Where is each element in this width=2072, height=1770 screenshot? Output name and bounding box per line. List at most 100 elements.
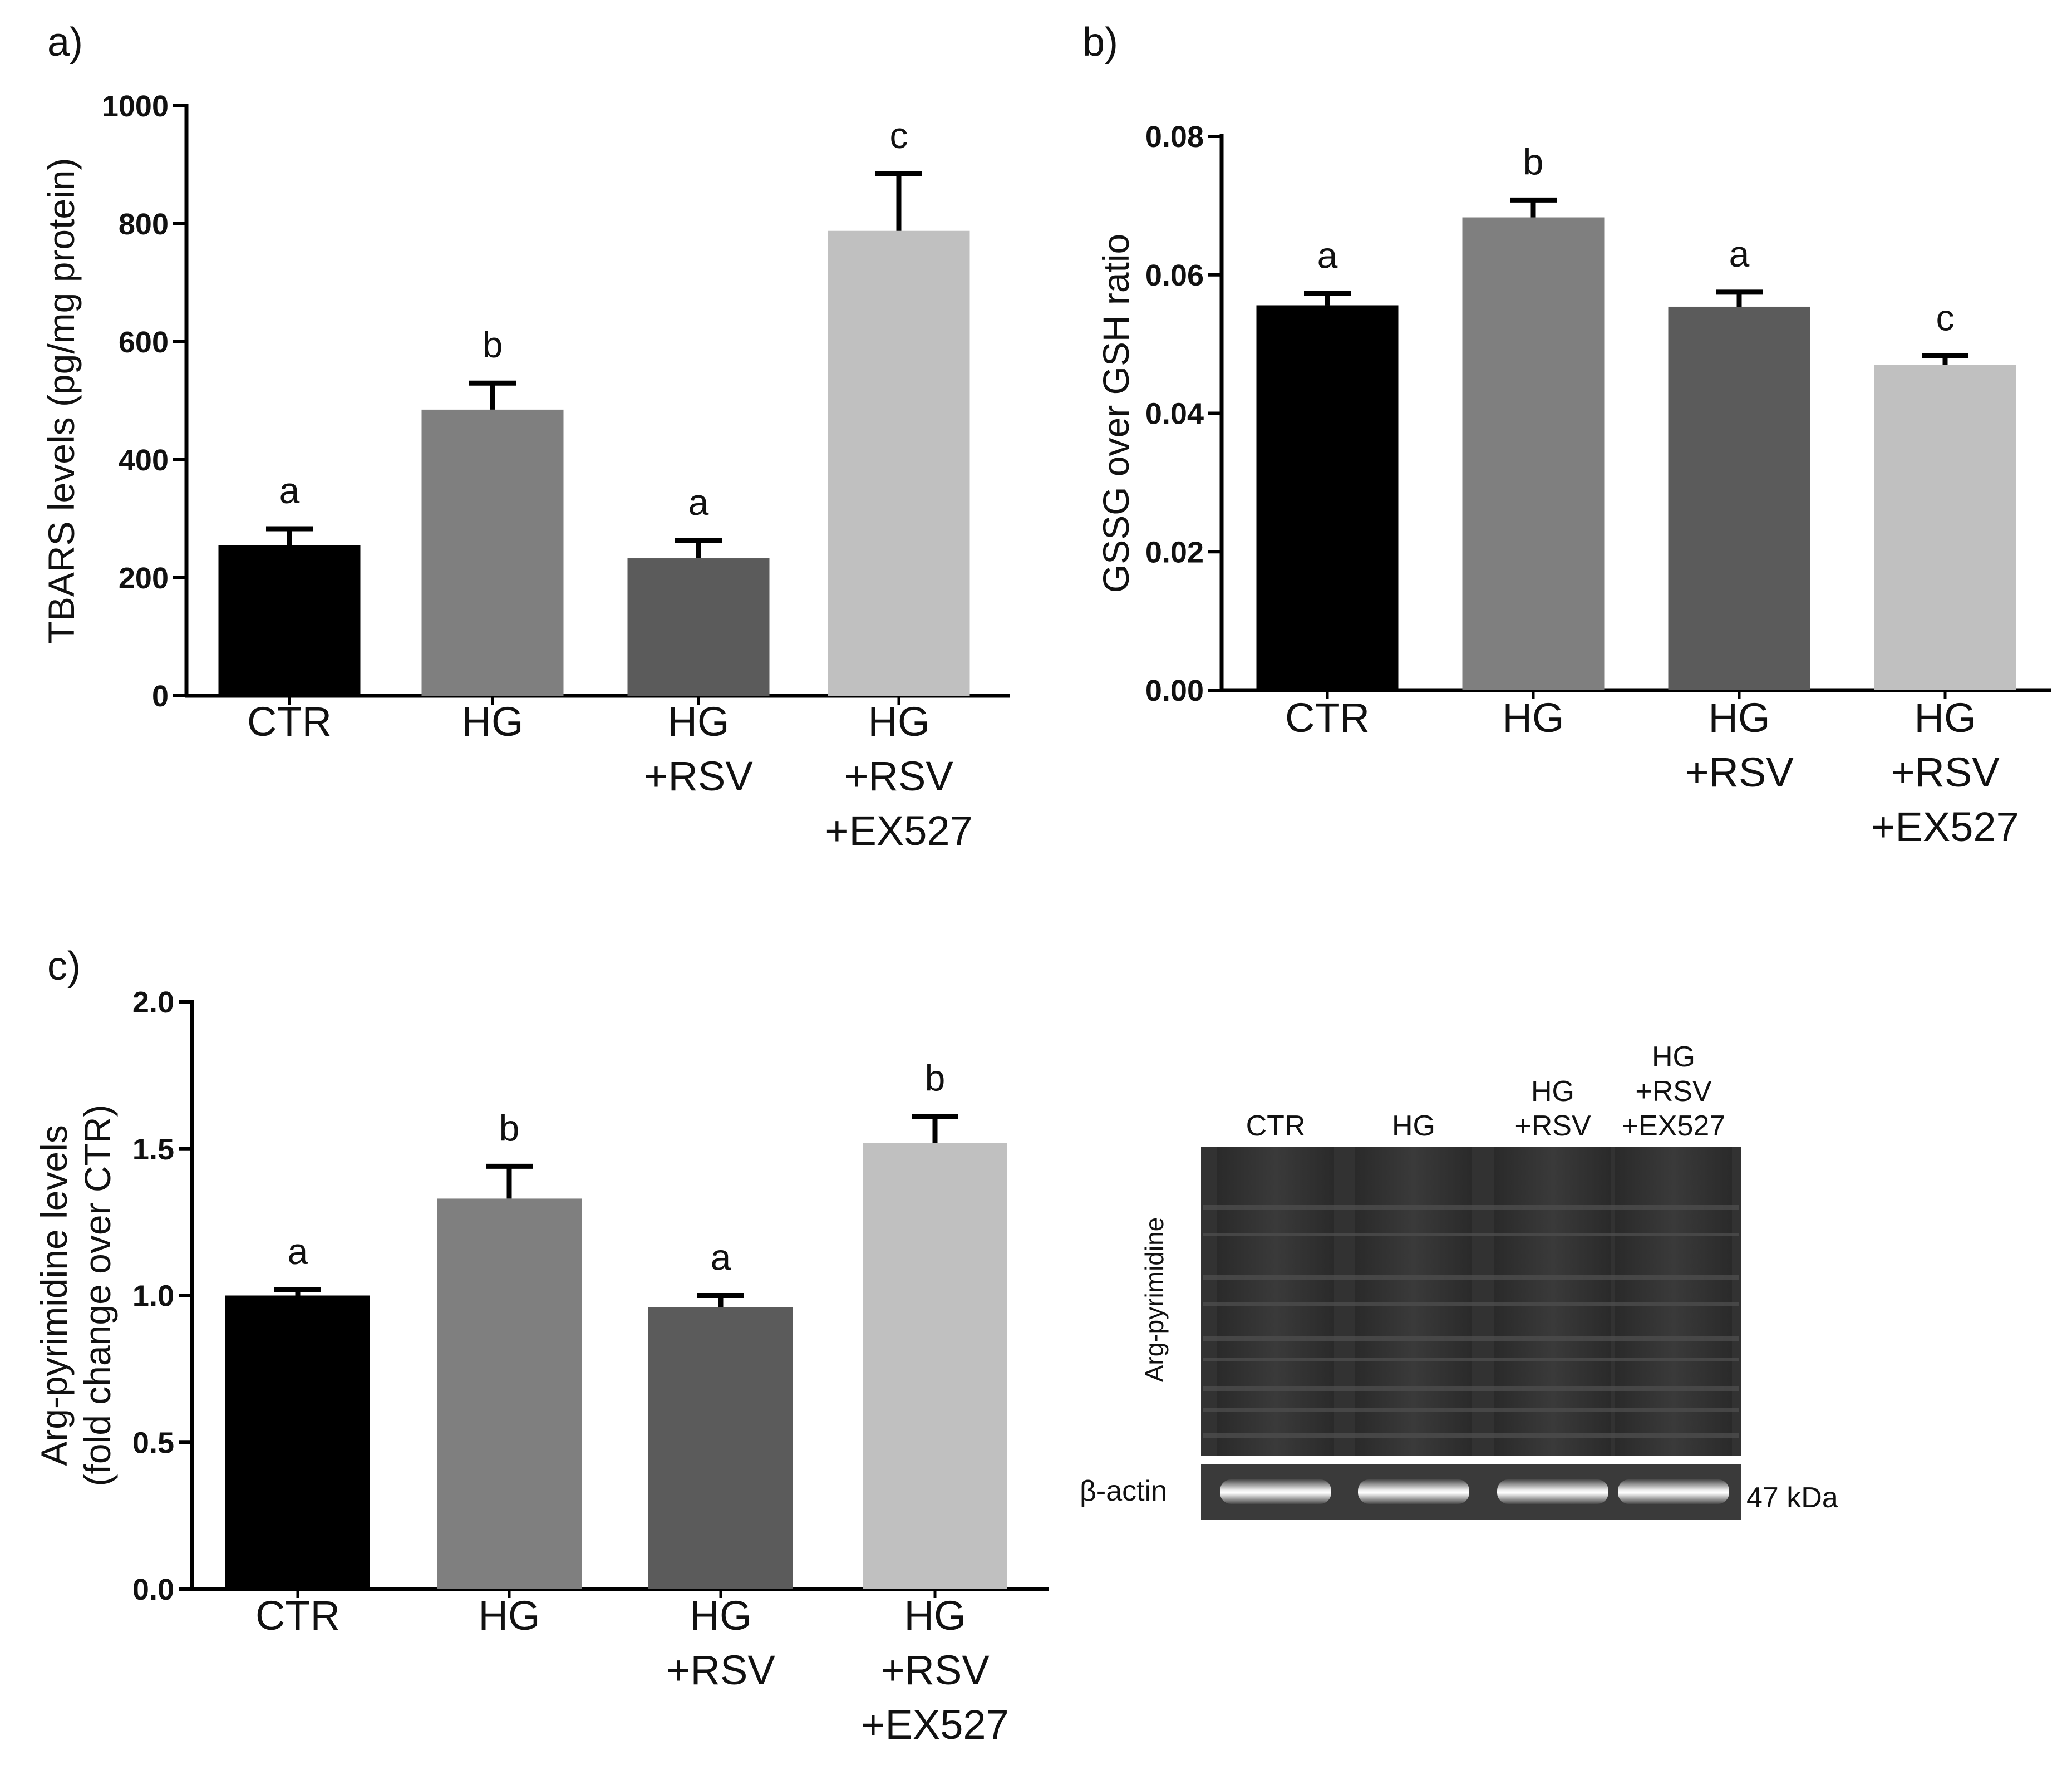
blot-lane-label: CTR — [1246, 1110, 1306, 1142]
y-tick-label: 1000 — [102, 90, 169, 123]
blot-lane-label: HG — [1652, 1041, 1695, 1073]
category-label: HG — [904, 1592, 966, 1639]
panel-label: b) — [1082, 20, 1118, 65]
blot-band — [1203, 1302, 1739, 1306]
category-label: +EX527 — [1871, 804, 2019, 850]
blot-lane — [1217, 1147, 1334, 1456]
molecular-weight-label: 47 kDa — [1746, 1482, 1838, 1514]
blot-lane-label: +RSV — [1514, 1110, 1591, 1142]
y-tick-label: 400 — [119, 444, 169, 477]
category-label: HG — [1709, 695, 1770, 741]
significance-letter: c — [1936, 297, 1955, 338]
bar — [437, 1198, 582, 1589]
significance-letter: b — [925, 1058, 946, 1099]
y-tick-label: 600 — [119, 326, 169, 359]
y-tick-label: 0.08 — [1145, 120, 1204, 154]
significance-letter: b — [483, 324, 503, 365]
blot-lane-label: HG — [1531, 1075, 1574, 1108]
category-label: HG — [868, 699, 930, 745]
blot-band — [1203, 1233, 1739, 1236]
category-label: +EX527 — [861, 1702, 1008, 1748]
blot-band — [1203, 1408, 1739, 1412]
y-tick-label: 0.06 — [1145, 259, 1204, 292]
panel-label: a) — [47, 20, 83, 65]
blot-lane — [1494, 1147, 1611, 1456]
category-label: +RSV — [880, 1647, 990, 1693]
blot-lane-label: +EX527 — [1622, 1110, 1726, 1142]
bar — [1668, 306, 1810, 690]
significance-letter: a — [1317, 234, 1338, 276]
blot-band — [1203, 1386, 1739, 1391]
category-label: HG — [690, 1592, 752, 1639]
significance-letter: c — [890, 115, 908, 156]
bar — [648, 1307, 793, 1589]
significance-letter: b — [499, 1107, 520, 1148]
bar — [1256, 305, 1399, 690]
y-tick-label: 0 — [152, 680, 169, 713]
y-axis-title: (fold change over CTR) — [77, 1105, 118, 1487]
bar — [225, 1295, 370, 1589]
bar — [421, 409, 564, 696]
actin-band — [1497, 1479, 1608, 1504]
significance-letter: a — [688, 481, 709, 523]
y-tick-label: 0.02 — [1145, 535, 1204, 569]
category-label: +RSV — [844, 753, 953, 799]
blot-band — [1203, 1205, 1739, 1210]
blot-band — [1203, 1433, 1739, 1438]
actin-band — [1220, 1479, 1331, 1504]
blot-lane-label: +RSV — [1635, 1075, 1712, 1108]
blot-target-label: Arg-pyrimidine — [1140, 1217, 1169, 1383]
category-label: +RSV — [644, 753, 753, 799]
y-tick-label: 2.0 — [132, 986, 174, 1019]
panel-label: c) — [47, 944, 81, 989]
y-axis-title: GSSG over GSH ratio — [1095, 234, 1136, 593]
category-label: +RSV — [666, 1647, 775, 1693]
category-label: +EX527 — [825, 808, 972, 854]
significance-letter: b — [1523, 141, 1544, 182]
y-tick-label: 0.04 — [1145, 397, 1204, 431]
bar — [863, 1143, 1007, 1589]
y-axis-title: TBARS levels (pg/mg protein) — [41, 158, 82, 644]
y-tick-label: 800 — [119, 208, 169, 241]
bar — [1462, 217, 1605, 690]
blot-lane — [1615, 1147, 1732, 1456]
chart-gssg-gsh: b) 0.00 0.02 0.04 0.06 0.08 GSSG over GSH rati… — [1082, 20, 2051, 850]
y-tick-label: 0.5 — [132, 1426, 174, 1459]
y-tick-label: 1.5 — [132, 1133, 174, 1166]
significance-letter: a — [1729, 233, 1750, 274]
y-tick-label: 0.00 — [1145, 674, 1204, 707]
y-tick-label: 0.0 — [132, 1573, 174, 1606]
blot-lane — [1355, 1147, 1472, 1456]
blot-lane-label: HG — [1392, 1110, 1435, 1142]
chart-arg-pyrimidine: c) 0.0 0.5 1.0 1.5 2.0 Arg-pyrimidine levels (f… — [33, 944, 1049, 1748]
category-label: CTR — [255, 1592, 340, 1639]
chart-tbars: a) 0 200 400 600 800 1000 TBARS levels (pg/mg p… — [41, 20, 1010, 854]
y-tick-label: 1.0 — [132, 1280, 174, 1313]
category-label: HG — [1503, 695, 1564, 741]
y-axis-title: Arg-pyrimidine levels — [33, 1125, 75, 1466]
bar — [1874, 365, 2016, 690]
category-label: CTR — [1285, 695, 1370, 741]
bar — [218, 545, 361, 696]
category-label: +RSV — [1685, 749, 1794, 795]
actin-band — [1618, 1479, 1729, 1504]
category-label: HG — [479, 1592, 540, 1639]
actin-band — [1358, 1479, 1469, 1504]
blot-band — [1203, 1358, 1739, 1361]
significance-letter: a — [711, 1237, 731, 1278]
category-label: HG — [1914, 695, 1976, 741]
category-label: CTR — [247, 699, 332, 745]
y-tick-label: 200 — [119, 562, 169, 595]
actin-label: β-actin — [1080, 1475, 1167, 1507]
significance-letter: a — [288, 1231, 308, 1272]
bar — [627, 558, 770, 696]
category-label: HG — [668, 699, 730, 745]
significance-letter: a — [279, 470, 300, 511]
category-label: +RSV — [1891, 749, 2000, 795]
blot-separator — [1201, 1456, 1741, 1461]
category-label: HG — [462, 699, 524, 745]
bar — [828, 230, 970, 696]
western-blot: CTR HGHG+RSVHG+RSV+EX527Arg-pyrimidineβ-a… — [1080, 1041, 1838, 1520]
blot-band — [1203, 1336, 1739, 1341]
